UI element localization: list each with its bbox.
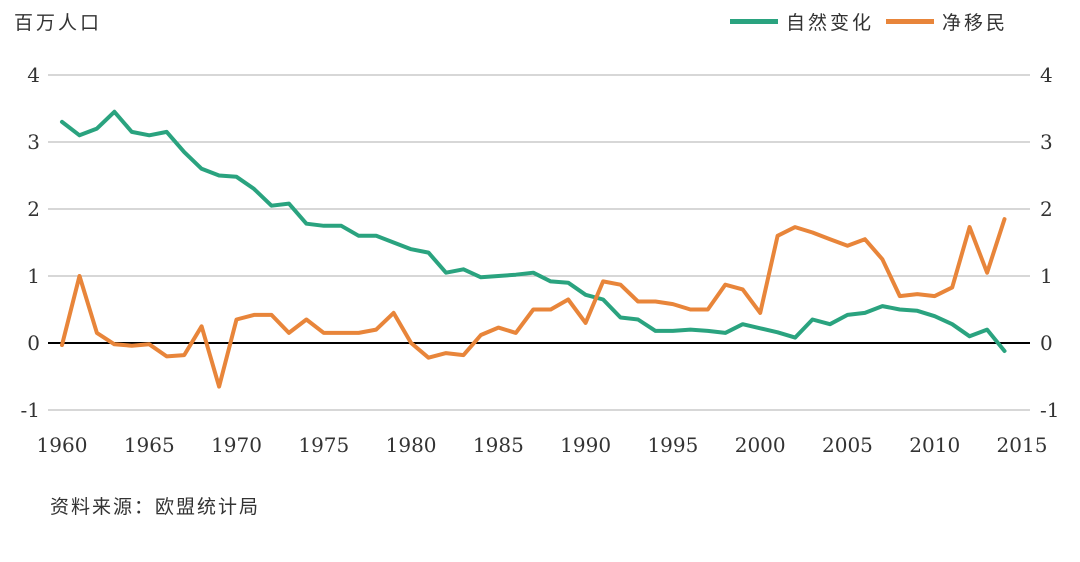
- right-tick-label: -1: [1040, 398, 1059, 422]
- left-tick-label: 4: [27, 63, 40, 87]
- legend-label-net-migration: 净移民: [942, 12, 1009, 34]
- series-line-net-migration: [60, 217, 1007, 389]
- x-tick-label: 1975: [298, 433, 349, 457]
- x-tick-label: 2000: [735, 433, 786, 457]
- x-tick-label: 1990: [560, 433, 611, 457]
- right-tick-label: 4: [1040, 63, 1053, 87]
- series-lines: [60, 109, 1007, 389]
- right-tick-label: 0: [1040, 331, 1053, 355]
- right-tick-label: 3: [1040, 130, 1053, 154]
- gridlines: [48, 74, 1030, 411]
- left-tick-label: -1: [21, 398, 40, 422]
- x-tick-label: 1960: [37, 433, 88, 457]
- x-tick-label: 1970: [211, 433, 262, 457]
- left-tick-label: 3: [27, 130, 40, 154]
- legend-item-net-migration: 净移民: [886, 8, 1008, 35]
- legend-label-natural-change: 自然变化: [786, 12, 875, 34]
- legend: 自然变化 净移民: [730, 8, 1020, 35]
- x-tick-label: 1995: [647, 433, 698, 457]
- source-note: 资料来源：欧盟统计局: [50, 496, 261, 518]
- x-axis-ticks: 1960 1965 1970 1975 1980 1985 1990 1995 2000 2005…: [37, 433, 1048, 457]
- x-tick-label: 2010: [909, 433, 960, 457]
- left-tick-label: 2: [27, 197, 40, 221]
- left-axis-ticks: 4 3 2 1 0 -1: [21, 63, 40, 422]
- legend-swatch-natural-change: [730, 19, 778, 24]
- left-tick-label: 0: [27, 331, 40, 355]
- x-tick-label: 1965: [124, 433, 175, 457]
- x-tick-label: 1980: [386, 433, 437, 457]
- series-line-natural-change: [60, 109, 1007, 353]
- legend-swatch-net-migration: [886, 19, 935, 24]
- x-tick-label: 1985: [473, 433, 524, 457]
- left-tick-label: 1: [27, 264, 40, 288]
- right-axis-ticks: 4 3 2 1 0 -1: [1040, 63, 1059, 422]
- y-axis-unit-label: 百万人口: [14, 12, 103, 34]
- legend-item-natural-change: 自然变化: [730, 8, 874, 35]
- right-tick-label: 2: [1040, 197, 1053, 221]
- x-tick-label: 2015: [997, 433, 1048, 457]
- right-tick-label: 1: [1040, 264, 1053, 288]
- x-tick-label: 2005: [822, 433, 873, 457]
